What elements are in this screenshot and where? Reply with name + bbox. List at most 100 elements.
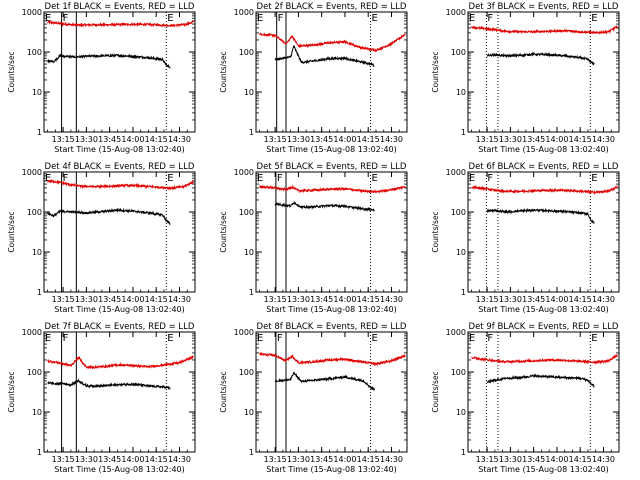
x-tick-label: 13:45 [310,455,333,464]
chart-title: Det 6f BLACK = Events, RED = LLD [469,162,619,172]
chart-title: Det 7f BLACK = Events, RED = LLD [45,322,195,332]
plot-frame [43,11,196,133]
x-tick-label: 14:00 [121,135,144,144]
chart-panel: Det 7f BLACK = Events, RED = LLD Counts/s… [7,322,196,474]
y-tick-label: 1000 [234,8,254,17]
x-axis-label: Start Time (15-Aug-08 13:02:40) [266,465,397,474]
events-series-line [47,378,171,391]
time-marker-label: F [63,13,69,24]
x-axis-label: Start Time (15-Aug-08 13:02:40) [478,145,609,154]
time-marker-label: E [257,13,263,24]
x-tick-label: 13:15 [476,455,499,464]
x-tick-label: 14:00 [333,135,356,144]
y-tick-label: 100 [27,368,42,377]
y-axis-label: Counts/sec [431,51,440,92]
events-series-line [486,373,595,389]
lld-series-line [471,184,618,196]
x-tick-label: 14:00 [121,455,144,464]
chart-title: Det 2f BLACK = Events, RED = LLD [257,2,407,12]
x-tick-label: 13:45 [522,455,545,464]
y-tick-label: 100 [239,368,254,377]
x-tick-label: 14:30 [380,455,403,464]
events-series-line [486,51,595,66]
y-tick-label: 1000 [22,328,42,337]
x-tick-label: 13:45 [522,295,545,304]
plot-frame [43,331,196,453]
y-tick-label: 100 [27,48,42,57]
x-tick-label: 13:30 [75,135,98,144]
lld-series-line [471,25,618,35]
time-marker-label: E [469,13,475,24]
time-marker-label: E [167,13,173,24]
time-marker-label: F [278,13,284,24]
x-tick-label: 14:30 [380,135,403,144]
y-tick-label: 1 [461,128,466,137]
chart-panel: Det 5f BLACK = Events, RED = LLD Counts/s… [219,162,408,314]
time-marker-label: E [591,333,597,344]
y-tick-label: 1 [37,288,42,297]
events-series-line [274,371,375,392]
time-marker-label: E [591,13,597,24]
x-tick-label: 14:30 [168,135,191,144]
time-marker-label: E [167,173,173,184]
y-tick-label: 10 [32,408,42,417]
x-tick-label: 13:15 [52,455,75,464]
x-tick-label: 13:30 [499,455,522,464]
lld-series-line [259,184,406,194]
y-axis-label: Counts/sec [219,51,228,92]
time-marker-label: F [487,333,493,344]
x-axis-label: Start Time (15-Aug-08 13:02:40) [266,145,397,154]
time-marker-label: E [167,333,173,344]
x-tick-label: 13:15 [52,135,75,144]
x-tick-label: 13:15 [264,135,287,144]
time-marker-label: F [277,333,283,344]
x-tick-label: 14:00 [545,455,568,464]
chart-title: Det 8f BLACK = Events, RED = LLD [257,322,407,332]
x-tick-label: 14:00 [121,295,144,304]
x-axis-label: Start Time (15-Aug-08 13:02:40) [478,305,609,314]
time-marker-label: E [372,333,378,344]
x-tick-label: 14:30 [380,295,403,304]
x-tick-label: 14:15 [145,135,168,144]
y-tick-label: 100 [239,48,254,57]
x-axis-label: Start Time (15-Aug-08 13:02:40) [54,305,185,314]
x-tick-label: 14:15 [569,295,592,304]
chart-panel: Det 3f BLACK = Events, RED = LLD Counts/s… [431,2,620,154]
lld-series-line [259,32,406,53]
time-marker-label: E [372,173,378,184]
events-series-line [274,200,375,213]
y-tick-label: 10 [456,88,466,97]
x-tick-label: 13:45 [522,135,545,144]
y-tick-label: 1000 [446,168,466,177]
x-tick-label: 13:30 [75,295,98,304]
x-tick-label: 13:15 [476,135,499,144]
y-tick-label: 10 [32,248,42,257]
events-series-line [274,44,375,67]
y-tick-label: 100 [239,208,254,217]
y-tick-label: 10 [244,88,254,97]
y-tick-label: 10 [456,408,466,417]
y-axis-label: Counts/sec [431,211,440,252]
y-tick-label: 1 [37,448,42,457]
time-marker-label: E [45,173,51,184]
time-marker-label: E [257,173,263,184]
time-marker-label: E [372,13,378,24]
x-tick-label: 13:45 [98,295,121,304]
x-tick-label: 13:30 [499,295,522,304]
x-tick-label: 13:15 [264,295,287,304]
x-tick-label: 14:15 [145,455,168,464]
time-marker-label: E [45,333,51,344]
y-tick-label: 1 [249,128,254,137]
events-series-line [47,53,171,69]
y-tick-label: 1000 [234,328,254,337]
time-marker-label: F [63,173,69,184]
chart-panel: Det 6f BLACK = Events, RED = LLD Counts/s… [431,162,620,314]
y-tick-label: 10 [456,248,466,257]
y-tick-label: 1000 [446,328,466,337]
chart-title: Det 5f BLACK = Events, RED = LLD [257,162,407,172]
time-marker-label: E [591,173,597,184]
y-axis-label: Counts/sec [7,51,16,92]
y-axis-label: Counts/sec [7,211,16,252]
chart-panel: Det 2f BLACK = Events, RED = LLD Counts/s… [219,2,408,154]
